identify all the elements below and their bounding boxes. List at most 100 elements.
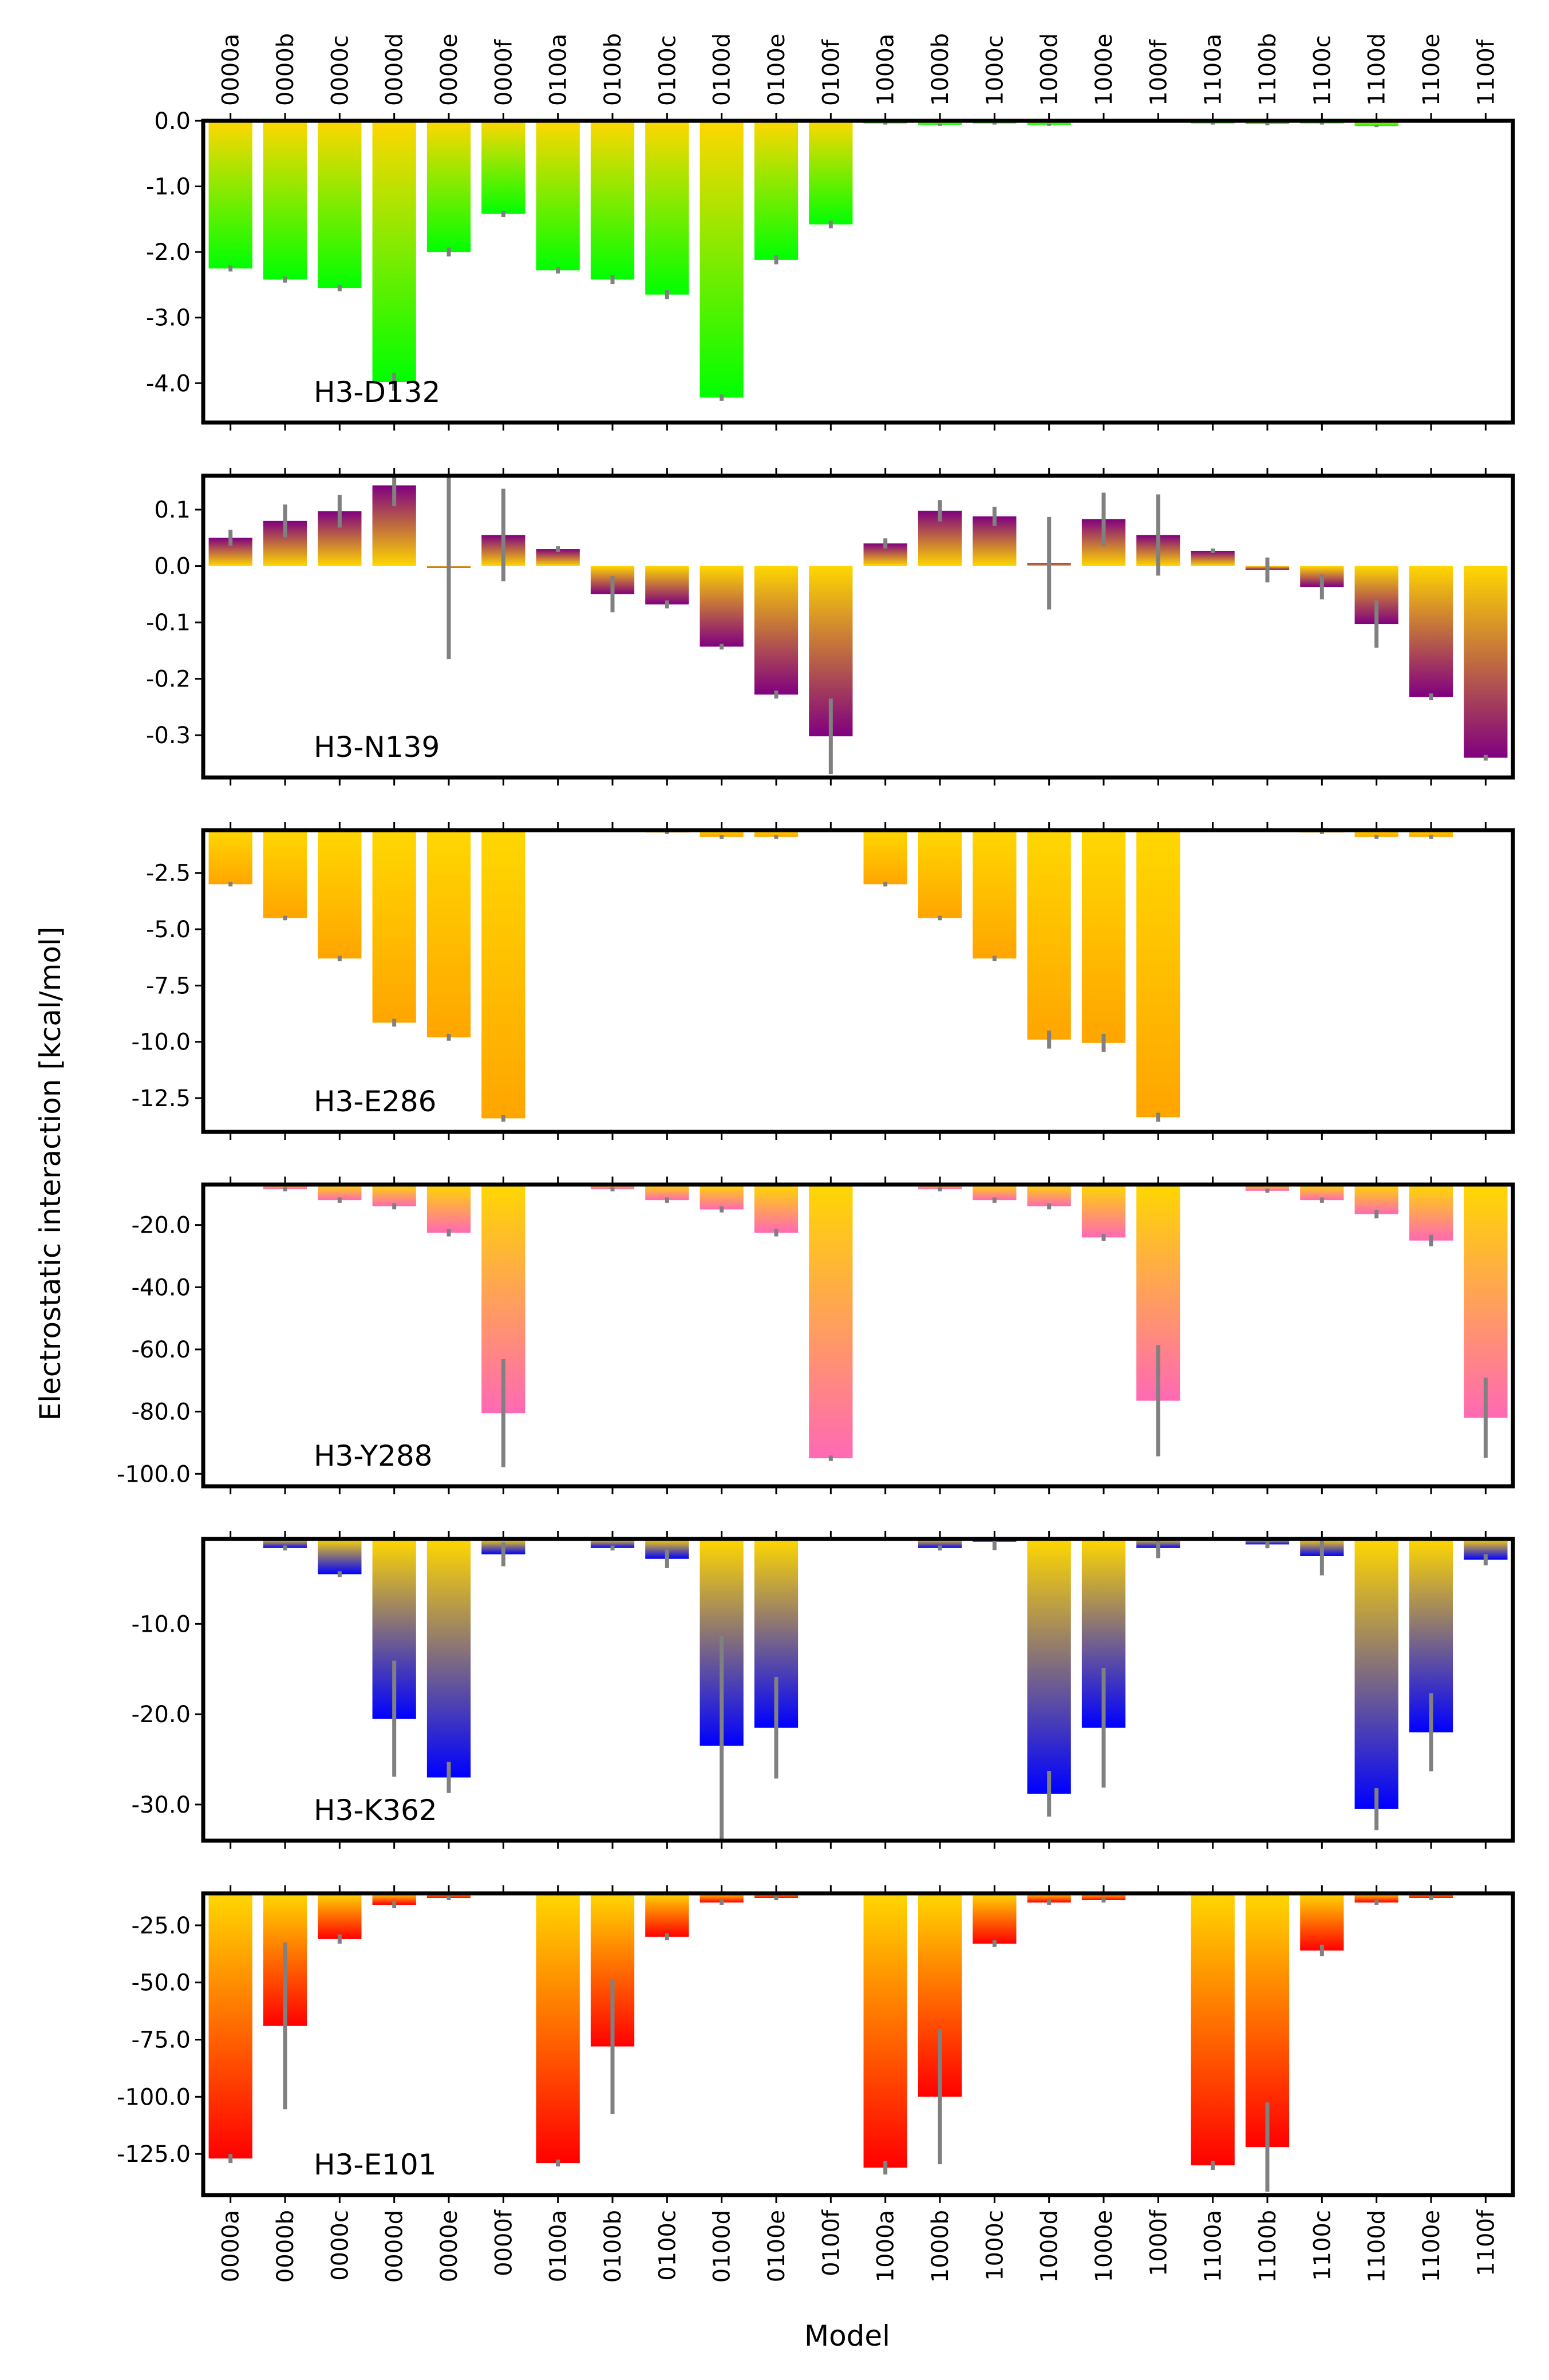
bar-1000b xyxy=(918,1539,962,1548)
y-tick-label: -125.0 xyxy=(117,2141,191,2168)
bar-0000a xyxy=(208,1893,252,2159)
x-tick-label-bottom: 1000a xyxy=(873,2210,899,2282)
x-tick-label-top: 1100a xyxy=(1200,34,1227,106)
y-tick-label: -0.3 xyxy=(146,723,191,749)
bar-1100e xyxy=(1409,830,1453,837)
x-tick-label-top: 1000e xyxy=(1091,34,1117,106)
y-tick-label: 0.1 xyxy=(154,497,191,523)
panel-h3-y288: -20.0 -40.0 -60.0 -80.0 -100.0 H3-Y288 xyxy=(117,1177,1515,1494)
bar-1100d xyxy=(1354,830,1398,837)
y-tick-label: -12.5 xyxy=(132,1086,191,1112)
bar-0100d xyxy=(700,1893,744,1903)
y-tick-label: -0.2 xyxy=(146,666,191,693)
bars-3 xyxy=(263,1185,1508,1467)
bar-0000c xyxy=(318,121,362,289)
bar-0000b xyxy=(263,1539,307,1548)
y-tick-label: -2.5 xyxy=(146,861,191,887)
x-tick-label-top: 0000a xyxy=(218,34,244,106)
bar-0100c xyxy=(645,121,689,295)
y-axis-title: Electrostatic interaction [kcal/mol] xyxy=(34,927,67,1421)
x-tick-label-bottom: 1100d xyxy=(1364,2210,1390,2283)
bar-0000d xyxy=(372,1893,416,1905)
bar-0100c xyxy=(645,566,689,605)
x-tick-label-top: 1000a xyxy=(873,34,899,106)
x-tick-label-top: 0000f xyxy=(491,39,517,106)
x-tick-label-top: 0100c xyxy=(654,35,681,106)
bar-0000b xyxy=(263,121,307,280)
y-tick-label: -60.0 xyxy=(132,1337,191,1363)
bar-1000c xyxy=(973,1893,1017,1944)
bar-1000c xyxy=(973,830,1017,959)
bar-0100a xyxy=(536,121,580,271)
bar-0100e xyxy=(754,1185,799,1233)
y-tick-label: -3.0 xyxy=(146,305,191,331)
panel-h3-e101: -25.0 -50.0 -75.0 -100.0 -125.0 H3-E101 xyxy=(117,1885,1515,2203)
bar-0000b xyxy=(263,830,307,918)
bar-1100a xyxy=(1191,1893,1235,2166)
panel-h3-n139: 0.1 0.0 -0.1 -0.2 -0.3 H3-N139 xyxy=(146,468,1515,786)
panel-label: H3-E286 xyxy=(314,1085,436,1118)
y-tick-label: -7.5 xyxy=(146,973,191,999)
x-tick-label-bottom: 0100f xyxy=(818,2209,844,2276)
bar-1000e xyxy=(1081,1893,1126,1900)
bar-0100c xyxy=(645,1893,689,1937)
x-tick-label-top: 0100d xyxy=(709,33,736,106)
bar-0000e xyxy=(426,1185,471,1233)
x-tick-label-top: 1000f xyxy=(1145,39,1172,106)
bar-1000e xyxy=(1081,830,1126,1043)
x-tick-label-bottom: 0000f xyxy=(491,2209,517,2276)
x-tick-label-bottom: 0000e xyxy=(436,2210,463,2282)
bar-1000e xyxy=(1081,1185,1126,1238)
bar-1000b xyxy=(918,830,962,918)
bar-1100d xyxy=(1354,121,1398,127)
x-tick-label-top: 1000c xyxy=(982,35,1008,106)
bar-0100a xyxy=(536,1893,580,2164)
x-tick-label-top: 0100e xyxy=(764,34,790,106)
bar-0000c xyxy=(318,1539,362,1574)
bar-0000f xyxy=(481,121,525,214)
bar-0100e xyxy=(754,566,799,695)
x-tick-label-top: 1100e xyxy=(1418,34,1445,106)
panel-frame xyxy=(201,1182,1515,1489)
bar-0100b xyxy=(590,1185,635,1190)
bars-1 xyxy=(208,476,1508,775)
bar-0100b xyxy=(590,121,635,280)
y-tick-label: -10.0 xyxy=(132,1029,191,1056)
x-tick-label-bottom: 1100a xyxy=(1200,2210,1227,2282)
y-tick-label: -20.0 xyxy=(132,1702,191,1728)
x-tick-label-bottom: 0000c xyxy=(327,2210,353,2281)
x-tick-label-bottom: 1000d xyxy=(1037,2210,1063,2283)
bar-0000a xyxy=(208,830,252,885)
y-tick-label: -4.0 xyxy=(146,370,191,397)
bar-1100a xyxy=(1191,551,1235,566)
x-tick-label-bottom: 0100b xyxy=(600,2210,626,2283)
bar-0000d xyxy=(372,121,416,382)
panel-h3-e286: -2.5 -5.0 -7.5 -10.0 -12.5 H3-E286 xyxy=(132,822,1515,1140)
x-tick-label-top: 0000c xyxy=(327,35,353,106)
y-tick-label: 0.0 xyxy=(154,108,191,135)
bar-1100d xyxy=(1354,1539,1398,1809)
y-tick-label: -30.0 xyxy=(132,1792,191,1818)
y-tick-label: -100.0 xyxy=(117,1461,191,1487)
bar-0000d xyxy=(372,1185,416,1207)
y-tick-label: -10.0 xyxy=(132,1611,191,1637)
x-tick-label-top: 0000e xyxy=(436,34,463,106)
y-tick-label: -80.0 xyxy=(132,1399,191,1426)
bar-0000f xyxy=(481,830,525,1119)
bar-0100e xyxy=(754,830,799,837)
bar-1000b xyxy=(918,1185,962,1190)
x-tick-label-bottom: 1000c xyxy=(982,2210,1008,2281)
panel-h3-d132: 0.0 -1.0 -2.0 -3.0 -4.0 H3-D132 xyxy=(146,108,1515,431)
bar-0000b xyxy=(263,1185,307,1190)
x-tick-label-bottom: 0000a xyxy=(218,2210,244,2282)
x-tick-label-top: 1100f xyxy=(1473,39,1499,106)
bar-0100d xyxy=(700,121,744,398)
x-tick-label-bottom: 0100a xyxy=(546,2210,572,2282)
x-tick-label-top: 0100a xyxy=(546,34,572,106)
bar-1100b xyxy=(1245,1185,1290,1191)
bar-0000a xyxy=(208,121,252,269)
bar-0000e xyxy=(426,830,471,1037)
panel-frame xyxy=(201,1537,1515,1843)
x-tick-label-top: 1000b xyxy=(927,33,954,106)
y-tick-label: 0.0 xyxy=(154,554,191,580)
